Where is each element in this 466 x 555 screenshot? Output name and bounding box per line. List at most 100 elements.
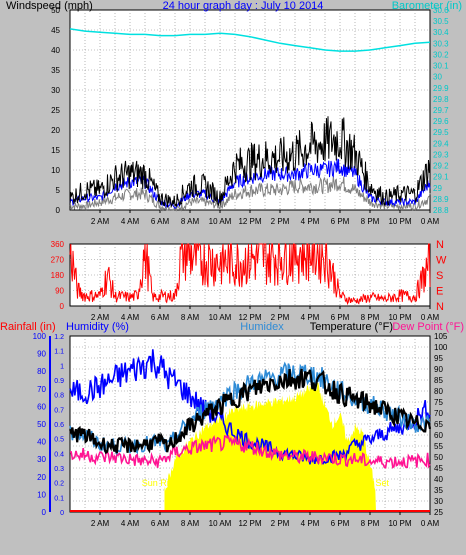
wind-y-tick-label: 40 — [51, 46, 60, 55]
wind-x-tick-label: 0 AM — [421, 217, 440, 226]
temp-series-line — [69, 434, 431, 469]
temperature-tick-label: 65 — [434, 420, 443, 429]
compass-tick-label: E — [436, 286, 443, 298]
rain-tick-label: 0.1 — [54, 495, 64, 502]
humidity-axis-label: Humidity (%) — [66, 321, 129, 333]
wind-x-tick-label: 10 AM — [209, 217, 232, 226]
temp-x-tick-label: 2 AM — [91, 519, 110, 528]
humidity-tick-label: 70 — [37, 385, 46, 394]
barometer-tick-label: 29.5 — [433, 128, 449, 137]
temperature-tick-label: 45 — [434, 464, 443, 473]
temp-series-line — [69, 349, 431, 466]
humidity-tick-label: 10 — [37, 490, 46, 499]
barometer-tick-label: 29 — [433, 184, 442, 193]
barometer-tick-label: 29.1 — [433, 173, 449, 182]
wind-x-tick-label: 8 AM — [181, 217, 200, 226]
wind-x-tick-label: 12 PM — [238, 217, 261, 226]
barometer-tick-label: 29.2 — [433, 162, 449, 171]
wind-y-tick-label: 5 — [56, 186, 61, 195]
direction-y-tick-label: 0 — [60, 302, 65, 311]
temp-x-tick-label: 6 PM — [331, 519, 350, 528]
temp-x-tick-label: 8 AM — [181, 519, 200, 528]
wind-y-tick-label: 25 — [51, 106, 60, 115]
direction-x-tick-label: 10 PM — [388, 313, 411, 322]
temperature-tick-label: 55 — [434, 442, 443, 451]
temperature-tick-label: 50 — [434, 453, 443, 462]
temp-x-tick-label: 4 AM — [121, 519, 140, 528]
barometer-tick-label: 30.6 — [433, 6, 449, 15]
humidity-tick-label: 40 — [37, 438, 46, 447]
sunset-annotation: Sun Set — [357, 478, 390, 488]
barometer-tick-label: 30.4 — [433, 28, 449, 37]
direction-x-tick-label: 2 AM — [91, 313, 110, 322]
humidity-tick-label: 30 — [37, 455, 46, 464]
humidity-tick-label: 0 — [42, 508, 47, 517]
direction-x-tick-label: 2 PM — [271, 313, 290, 322]
rain-tick-label: 1 — [60, 363, 64, 370]
temperature-tick-label: 100 — [434, 343, 448, 352]
barometer-axis-label: Barometer (in) — [392, 0, 462, 12]
humidity-tick-label: 80 — [37, 367, 46, 376]
wind-y-axis-label: Windspeed (mph) — [6, 0, 93, 12]
barometer-line — [69, 28, 431, 52]
direction-y-tick-label: 180 — [51, 271, 65, 280]
wind-y-tick-label: 30 — [51, 86, 60, 95]
temperature-tick-label: 80 — [434, 387, 443, 396]
barometer-tick-label: 28.9 — [433, 195, 449, 204]
direction-y-tick-label: 270 — [51, 256, 65, 265]
direction-x-tick-label: 12 PM — [238, 313, 261, 322]
temp-x-tick-label: 12 PM — [238, 519, 261, 528]
temp-x-tick-label: 10 AM — [209, 519, 232, 528]
rain-tick-label: 0.2 — [54, 481, 64, 488]
humidity-tick-label: 20 — [37, 473, 46, 482]
temp-x-tick-label: 2 PM — [271, 519, 290, 528]
wind-y-tick-label: 35 — [51, 66, 60, 75]
chart-title: 24 hour graph day : July 10 2014 — [163, 0, 324, 12]
temperature-tick-label: 90 — [434, 365, 443, 374]
compass-tick-label: N — [436, 239, 444, 251]
humidity-tick-label: 60 — [37, 402, 46, 411]
compass-tick-label: S — [436, 270, 443, 282]
temperature-axis-label: Temperature (°F) — [310, 321, 393, 333]
wind-series-line — [69, 176, 431, 212]
rain-tick-label: 0.4 — [54, 451, 64, 458]
direction-x-tick-label: 0 AM — [421, 313, 440, 322]
direction-y-tick-label: 90 — [55, 287, 64, 296]
direction-x-tick-label: 6 PM — [331, 313, 350, 322]
wind-x-tick-label: 4 AM — [121, 217, 140, 226]
humidity-tick-label: 90 — [37, 350, 46, 359]
rain-tick-label: 0.9 — [54, 378, 64, 385]
temperature-tick-label: 40 — [434, 475, 443, 484]
wind-y-tick-label: 20 — [51, 126, 60, 135]
humidex-label: Humidex — [240, 321, 284, 333]
temperature-tick-label: 70 — [434, 409, 443, 418]
barometer-tick-label: 30.2 — [433, 50, 449, 59]
wind-y-tick-label: 50 — [51, 6, 60, 15]
direction-x-tick-label: 4 AM — [121, 313, 140, 322]
barometer-tick-label: 28.8 — [433, 206, 449, 215]
wind-y-tick-label: 45 — [51, 26, 60, 35]
compass-tick-label: N — [436, 301, 444, 313]
barometer-tick-label: 30.1 — [433, 62, 449, 71]
temperature-tick-label: 30 — [434, 497, 443, 506]
barometer-tick-label: 29.8 — [433, 95, 449, 104]
temp-x-tick-label: 10 PM — [388, 519, 411, 528]
compass-tick-label: W — [436, 255, 447, 267]
wind-x-tick-label: 6 PM — [331, 217, 350, 226]
temp-x-tick-label: 6 AM — [151, 519, 170, 528]
wind-y-tick-label: 0 — [56, 206, 61, 215]
wind-x-tick-label: 6 AM — [151, 217, 170, 226]
temp-x-tick-label: 8 PM — [361, 519, 380, 528]
humidity-tick-label: 100 — [33, 332, 47, 341]
direction-x-tick-label: 8 AM — [181, 313, 200, 322]
barometer-tick-label: 29.4 — [433, 139, 449, 148]
temperature-tick-label: 35 — [434, 486, 443, 495]
temperature-tick-label: 85 — [434, 376, 443, 385]
rain-tick-label: 0 — [60, 510, 64, 517]
sunrise-annotation: Sun Rise — [142, 478, 179, 488]
barometer-tick-label: 29.9 — [433, 84, 449, 93]
humidity-tick-label: 50 — [37, 420, 46, 429]
dew-point-axis-label: Dew Point (°F) — [392, 321, 464, 333]
wind-direction-line — [69, 242, 431, 306]
temperature-tick-label: 95 — [434, 354, 443, 363]
